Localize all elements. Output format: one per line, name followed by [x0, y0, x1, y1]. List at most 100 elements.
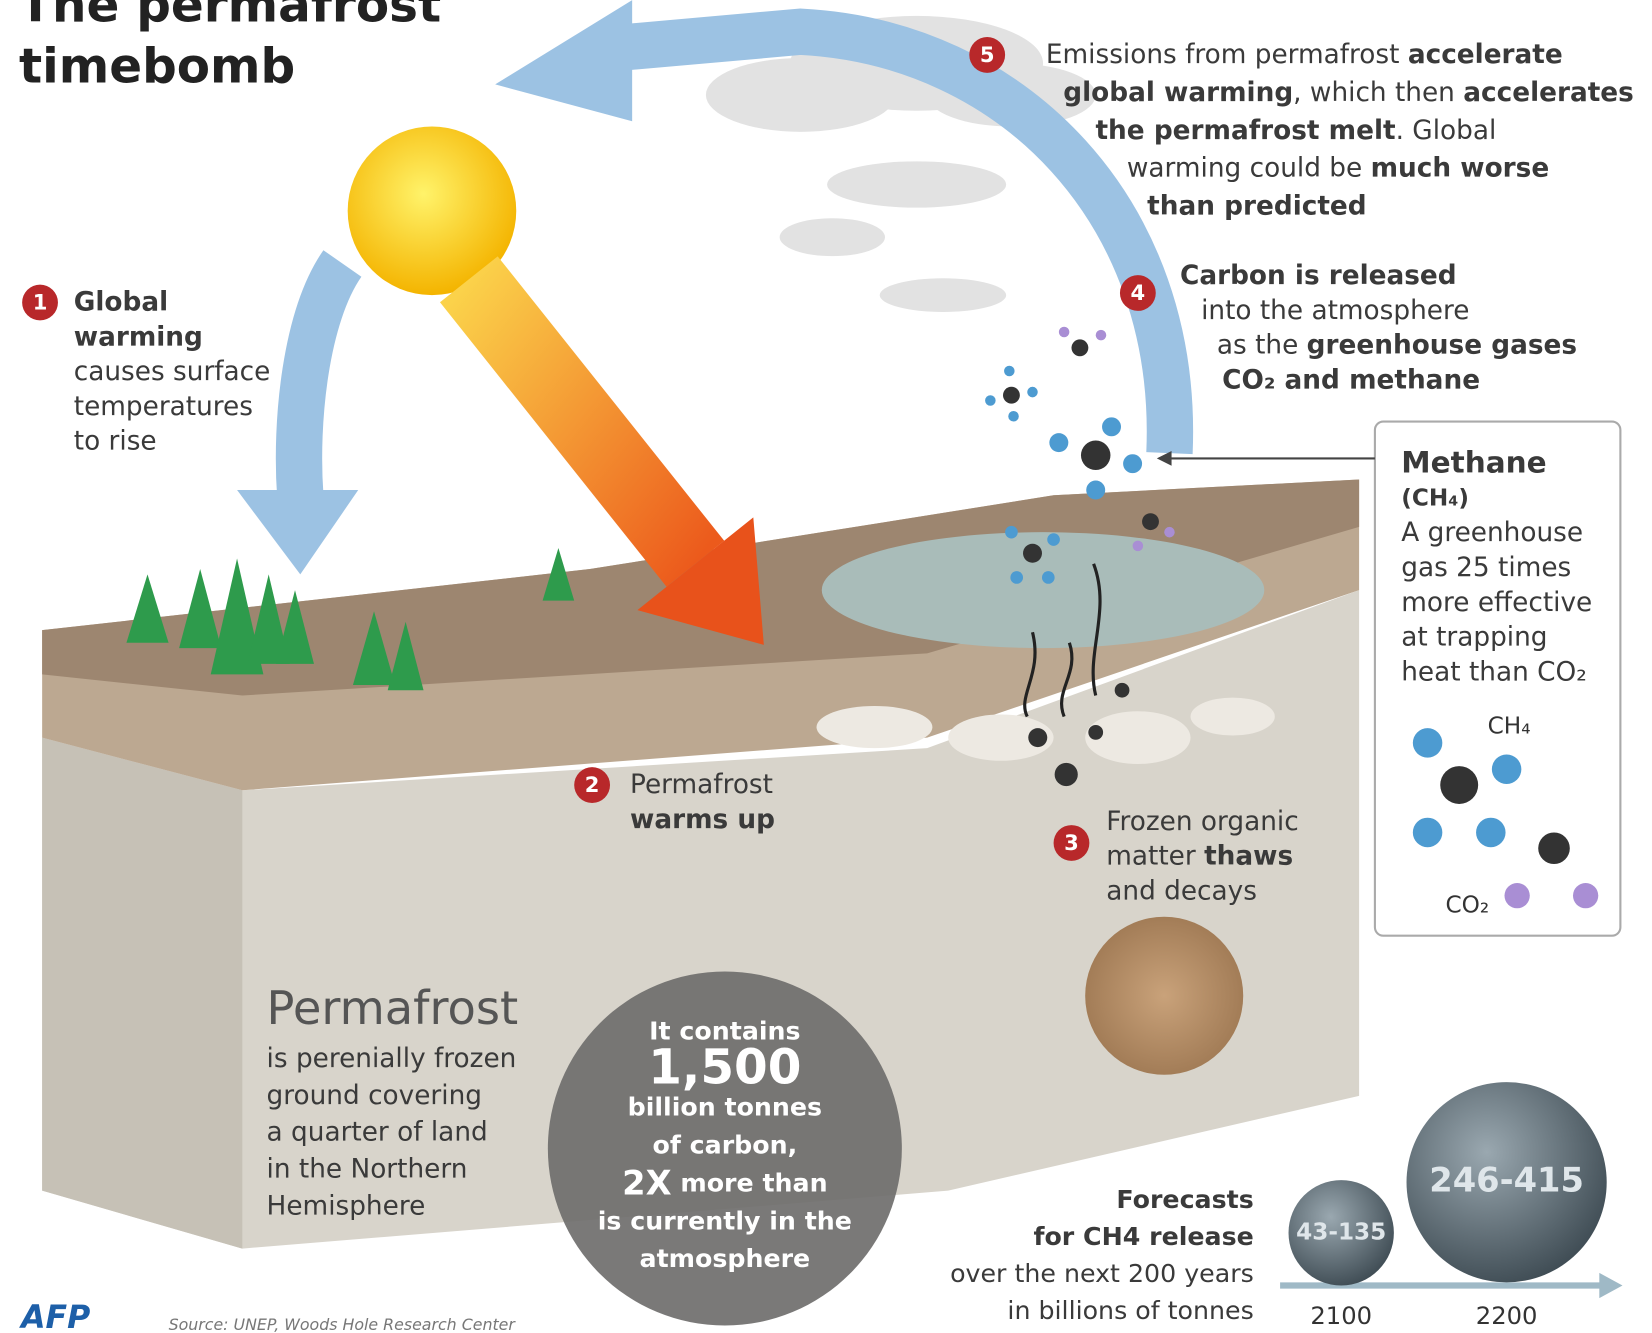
text-part: over the next 200 years	[950, 1259, 1254, 1288]
text-part: to rise	[74, 426, 157, 456]
text-part: into the atmosphere	[1201, 295, 1469, 325]
title: timebomb	[19, 39, 295, 95]
methane-text: A greenhouse	[1401, 518, 1583, 548]
text-part: temperatures	[74, 391, 253, 421]
methane-text: heat than CO₂	[1401, 657, 1587, 687]
text-part: Frozen organic	[1106, 806, 1298, 836]
step-text: Global	[74, 287, 168, 317]
carbon-text: is currently in the	[598, 1206, 852, 1235]
step-text: warms up	[630, 804, 775, 834]
year-label: 2100	[1310, 1302, 1372, 1330]
permafrost-heading: Permafrost	[267, 981, 519, 1035]
credit: AFP	[18, 1300, 90, 1333]
text-part: more effective	[1401, 587, 1592, 617]
methane-text: more effective	[1401, 587, 1592, 617]
forecast-text: Forecasts	[1116, 1185, 1253, 1214]
text-part: Permafrost	[630, 770, 773, 800]
permafrost-text: a quarter of land	[267, 1117, 488, 1147]
text-part: A greenhouse	[1401, 518, 1583, 548]
page: {"title": ["The permafrost", "timebomb"]…	[0, 0, 1652, 1333]
text-part: in billions of tonnes	[1007, 1296, 1253, 1325]
year-label: 2200	[1476, 1302, 1538, 1330]
methane-text: gas 25 times	[1401, 552, 1571, 582]
text-part: . Global	[1396, 115, 1497, 145]
step-text: Emissions from permafrost accelerate	[1046, 39, 1563, 69]
step-text: the permafrost melt. Global	[1095, 115, 1496, 145]
text-part: is currently in the	[598, 1206, 852, 1235]
text-part: is perenially frozen	[267, 1043, 517, 1073]
infographic: The permafrost timebomb 1 Global warming caus…	[0, 0, 1652, 1333]
step-text: Permafrost	[630, 770, 773, 800]
molecule-label: CO₂	[1446, 892, 1490, 919]
molecule-label: CH₄	[1488, 713, 1531, 740]
text-part: more than	[672, 1168, 828, 1197]
carbon-text: 2X more than	[622, 1163, 827, 1202]
text-part: 1,500	[648, 1040, 801, 1096]
text-part: billion tonnes	[628, 1092, 822, 1121]
text-part: CO₂ and methane	[1222, 365, 1480, 395]
text-part: of carbon,	[653, 1130, 798, 1159]
text-part: warms up	[630, 804, 775, 834]
text-part: (CH₄)	[1401, 484, 1469, 511]
step-number: 3	[1064, 830, 1079, 855]
text-part: much worse	[1371, 153, 1550, 183]
text-part: than predicted	[1147, 191, 1366, 221]
step-number: 4	[1131, 280, 1146, 305]
carbon-text: of carbon,	[653, 1130, 798, 1159]
text-part: Methane	[1401, 445, 1546, 479]
step-text: into the atmosphere	[1201, 295, 1469, 325]
methane-text: (CH₄)	[1401, 484, 1469, 511]
step-number: 1	[33, 290, 48, 315]
bubble-label: 246-415	[1429, 1161, 1584, 1200]
permafrost-text: in the Northern	[267, 1154, 468, 1184]
text-part: accelerates	[1463, 77, 1634, 107]
text-part: for CH4 release	[1033, 1222, 1253, 1251]
organic-matter	[1085, 917, 1243, 1075]
forecast-text: in billions of tonnes	[1007, 1296, 1253, 1325]
text-part: causes surface	[74, 357, 271, 387]
text-part: at trapping	[1401, 622, 1547, 652]
text-part: warming	[74, 322, 203, 352]
bubble-label: 43-135	[1296, 1218, 1386, 1245]
text-part: in the Northern	[267, 1154, 468, 1184]
text-part: the permafrost melt	[1095, 115, 1395, 145]
step-text: warming	[74, 322, 203, 352]
step-number: 5	[980, 42, 995, 67]
text-part: Carbon is released	[1180, 261, 1457, 291]
step-text: CO₂ and methane	[1222, 365, 1480, 395]
methane-text: at trapping	[1401, 622, 1547, 652]
text-part: global warming	[1063, 77, 1293, 107]
text-part: gas 25 times	[1401, 552, 1571, 582]
text-part: atmosphere	[640, 1244, 811, 1273]
forecast-text: for CH4 release	[1033, 1222, 1253, 1251]
text-part: as the	[1217, 330, 1307, 360]
text-part: thaws	[1204, 841, 1293, 871]
permafrost-text: Hemisphere	[267, 1191, 426, 1221]
step-text: temperatures	[74, 391, 253, 421]
text-part: Forecasts	[1116, 1185, 1253, 1214]
text-part: ground covering	[267, 1080, 482, 1110]
step-text: Frozen organic	[1106, 806, 1298, 836]
text-part: 2X	[622, 1163, 671, 1202]
carbon-text: atmosphere	[640, 1244, 811, 1273]
text-part: matter	[1106, 841, 1204, 871]
step-number: 2	[585, 772, 600, 797]
step-text: causes surface	[74, 357, 271, 387]
step-text: than predicted	[1147, 191, 1366, 221]
text-part: Global	[74, 287, 168, 317]
text-part: accelerate	[1408, 39, 1563, 69]
step-text: to rise	[74, 426, 157, 456]
text-part: Hemisphere	[267, 1191, 426, 1221]
text-part: warming could be	[1127, 153, 1371, 183]
carbon-text: 1,500	[648, 1040, 801, 1096]
text-part: Emissions from permafrost	[1046, 39, 1408, 69]
step-text: global warming, which then accelerates	[1063, 77, 1634, 107]
step-text: matter thaws	[1106, 841, 1293, 871]
step-text: and decays	[1106, 876, 1257, 906]
step-text: Carbon is released	[1180, 261, 1457, 291]
permafrost-text: ground covering	[267, 1080, 482, 1110]
text-part: a quarter of land	[267, 1117, 488, 1147]
title: The permafrost	[19, 0, 441, 34]
text-part: heat than CO₂	[1401, 657, 1587, 687]
text-part: and decays	[1106, 876, 1257, 906]
